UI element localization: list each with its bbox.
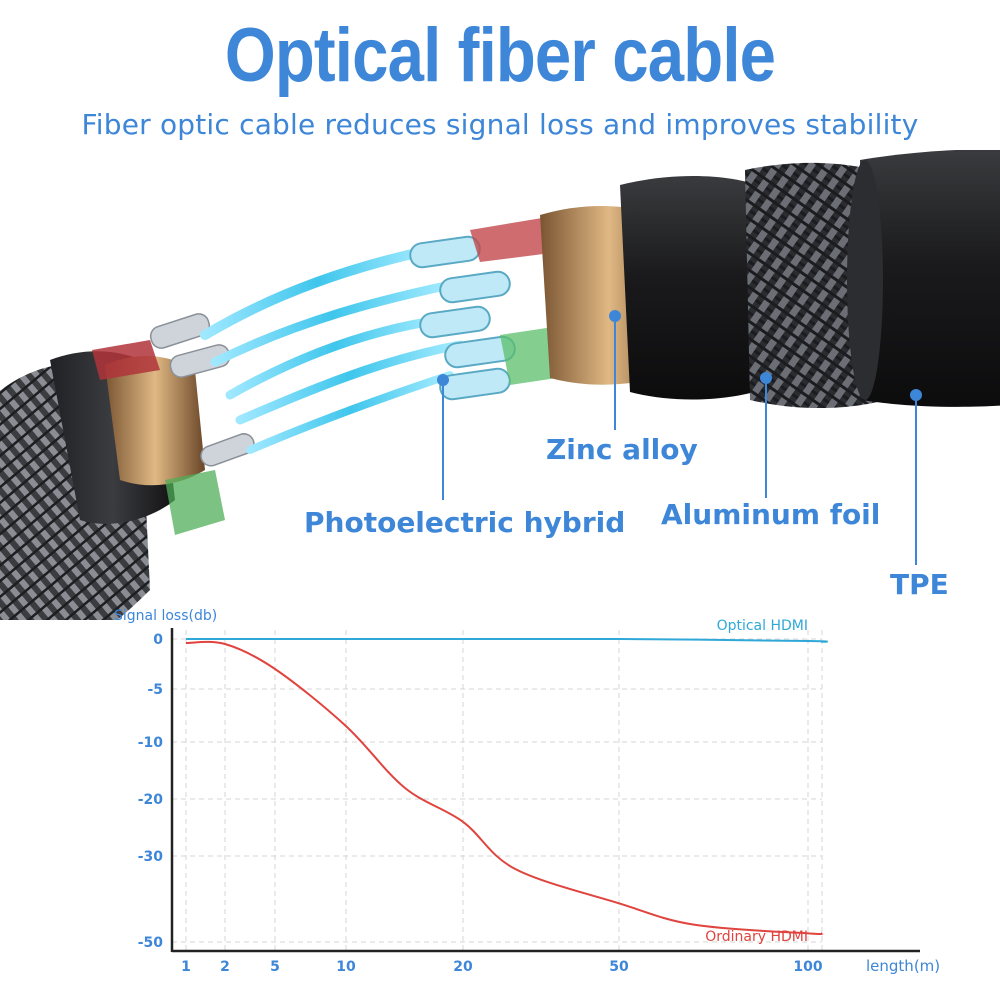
y-tick-label: -5	[147, 682, 163, 698]
y-tick-label: -50	[138, 935, 164, 951]
page-title: Optical fiber cable	[224, 13, 776, 98]
x-tick-label: 5	[270, 959, 280, 975]
x-tick-label: 100	[793, 959, 822, 975]
zinc-alloy-label: Zinc alloy	[546, 433, 698, 466]
x-tick-label: 20	[453, 959, 473, 975]
x-tick-labels: 1 2 5 10 20 50 100	[181, 959, 823, 975]
y-tick-label: -20	[138, 792, 164, 808]
y-tick-labels: 0 -5 -10 -20 -30 -50	[138, 632, 164, 951]
y-axis-label: Signal loss(db)	[114, 608, 217, 624]
optical-hdmi-line	[185, 637, 828, 643]
x-tick-label: 1	[181, 959, 191, 975]
ordinary-hdmi-line	[185, 640, 824, 936]
x-tick-label: 10	[336, 959, 356, 975]
ordinary-hdmi-label: Ordinary HDMI	[705, 929, 808, 945]
series-labels: Optical HDMI Ordinary HDMI	[705, 618, 808, 945]
tpe-label: TPE	[890, 568, 949, 601]
y-tick-label: 0	[153, 632, 163, 648]
x-axis-label: length(m)	[866, 957, 940, 975]
page-subtitle: Fiber optic cable reduces signal loss an…	[81, 108, 919, 141]
x-tick-label: 50	[609, 959, 629, 975]
y-tick-label: -10	[138, 735, 164, 751]
aluminum-foil-label: Aluminum foil	[661, 498, 881, 531]
series-lines	[185, 637, 828, 936]
optical-hdmi-label: Optical HDMI	[717, 618, 808, 634]
x-tick-label: 2	[220, 959, 230, 975]
cable-illustration	[0, 150, 1000, 620]
y-tick-label: -30	[138, 849, 164, 865]
photoelectric-hybrid-label: Photoelectric hybrid	[304, 506, 626, 539]
signal-loss-chart: Signal loss(db) length(m) 0 -5 -10 -20 -30 -5…	[114, 608, 940, 975]
